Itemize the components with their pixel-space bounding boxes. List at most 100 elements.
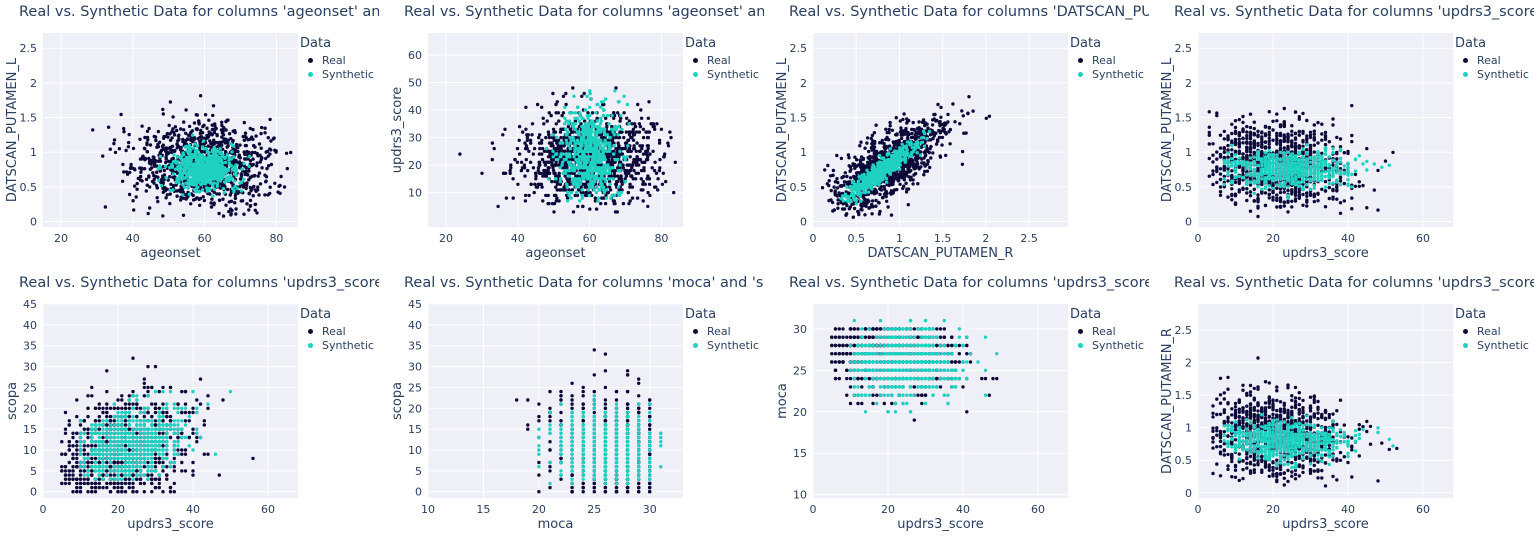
- scatter-point: [215, 182, 219, 186]
- scatter-point: [198, 142, 203, 146]
- scatter-point: [582, 168, 587, 173]
- scatter-point: [958, 122, 962, 126]
- scatter-point: [215, 184, 219, 188]
- scatter-point: [165, 193, 169, 197]
- scatter-point: [631, 177, 635, 181]
- scatter-point: [855, 158, 859, 162]
- scatter-point: [167, 123, 171, 128]
- scatter-point: [877, 212, 882, 216]
- scatter-point: [600, 182, 604, 186]
- scatter-point: [245, 172, 249, 177]
- scatter-point: [239, 189, 244, 193]
- scatter-point: [553, 130, 558, 134]
- scatter-point: [610, 127, 614, 131]
- scatter-point: [211, 140, 215, 144]
- scatter-point: [583, 108, 588, 112]
- scatter-point: [189, 148, 193, 152]
- scatter-point: [579, 146, 583, 151]
- scatter-point: [251, 127, 255, 132]
- legend[interactable]: Data Real Synthetic: [300, 36, 374, 81]
- scatter-point: [867, 199, 871, 203]
- scatter-point: [234, 170, 238, 175]
- scatter-point: [940, 122, 944, 127]
- legend-item-synthetic[interactable]: Synthetic: [300, 67, 374, 81]
- scatter-point: [227, 132, 232, 136]
- scatter-point: [221, 129, 225, 134]
- scatter-point: [160, 179, 164, 184]
- scatter-point: [160, 144, 165, 149]
- scatter-point: [169, 182, 173, 186]
- scatter-point: [156, 142, 160, 147]
- scatter-point: [607, 177, 612, 181]
- legend[interactable]: Data Real Synthetic: [685, 36, 759, 81]
- scatter-point: [564, 133, 568, 137]
- scatter-point: [171, 160, 176, 164]
- scatter-point: [611, 168, 615, 173]
- scatter-point: [580, 193, 584, 198]
- scatter-point: [220, 167, 224, 172]
- scatter-point: [948, 127, 953, 132]
- scatter-point: [544, 160, 548, 164]
- scatter-point: [198, 94, 203, 98]
- scatter-point: [874, 198, 878, 203]
- scatter-point: [620, 179, 624, 184]
- scatter-point: [513, 157, 517, 162]
- y-tick-label: 50: [408, 77, 422, 90]
- scatter-point: [217, 198, 222, 202]
- scatter-point: [251, 157, 255, 161]
- legend-item-synthetic[interactable]: Synthetic: [685, 67, 759, 81]
- scatter-point: [239, 180, 244, 185]
- scatter-point: [232, 155, 236, 159]
- scatter-point: [634, 149, 638, 153]
- scatter-point: [922, 173, 926, 177]
- scatter-point: [630, 166, 634, 170]
- scatter-point: [551, 127, 556, 131]
- scatter-point: [626, 144, 630, 148]
- scatter-point: [578, 182, 583, 186]
- scatter-point: [899, 136, 904, 141]
- scatter-point: [939, 105, 943, 110]
- y-tick-label: 30: [408, 132, 422, 145]
- scatter-point: [171, 188, 175, 192]
- scatter-point: [631, 163, 635, 167]
- scatter-point: [176, 139, 180, 143]
- scatter-point: [589, 160, 593, 164]
- scatter-point: [831, 168, 836, 173]
- scatter-point: [878, 209, 882, 214]
- scatter-point: [907, 159, 912, 163]
- scatter-point: [480, 171, 484, 175]
- scatter-point: [607, 149, 612, 153]
- scatter-point: [248, 198, 253, 203]
- scatter-point: [551, 133, 555, 137]
- scatter-point: [255, 211, 259, 215]
- legend-item-real[interactable]: Real: [685, 53, 759, 67]
- scatter-plot: 0 0.5 1 1.5 2 2.500.511.522.5DATSCAN_PUTAMEN_…: [775, 33, 1068, 261]
- scatter-point: [917, 120, 921, 124]
- legend-item-real[interactable]: Real: [300, 53, 374, 67]
- scatter-point: [596, 196, 601, 200]
- scatter-point: [627, 122, 631, 126]
- scatter-point: [551, 91, 555, 96]
- scatter-point: [937, 129, 942, 133]
- scatter-point: [230, 150, 234, 154]
- scatter-point: [241, 185, 246, 189]
- scatter-point: [200, 145, 205, 149]
- x-tick-label: 1.5: [934, 232, 952, 245]
- scatter-point: [641, 188, 645, 192]
- scatter-point: [900, 142, 904, 146]
- x-tick-label: 80: [654, 232, 668, 245]
- scatter-point: [891, 182, 895, 186]
- scatter-point: [227, 158, 231, 162]
- scatter-point: [622, 135, 626, 140]
- scatter-point: [857, 163, 861, 167]
- scatter-point: [535, 102, 540, 107]
- scatter-point: [558, 179, 562, 184]
- scatter-point: [594, 185, 598, 189]
- scatter-point: [598, 160, 603, 164]
- scatter-point: [168, 100, 173, 104]
- scatter-point: [922, 156, 926, 160]
- scatter-point: [555, 146, 559, 151]
- scatter-point: [217, 140, 221, 145]
- scatter-point: [598, 163, 602, 167]
- scatter-point: [592, 188, 596, 192]
